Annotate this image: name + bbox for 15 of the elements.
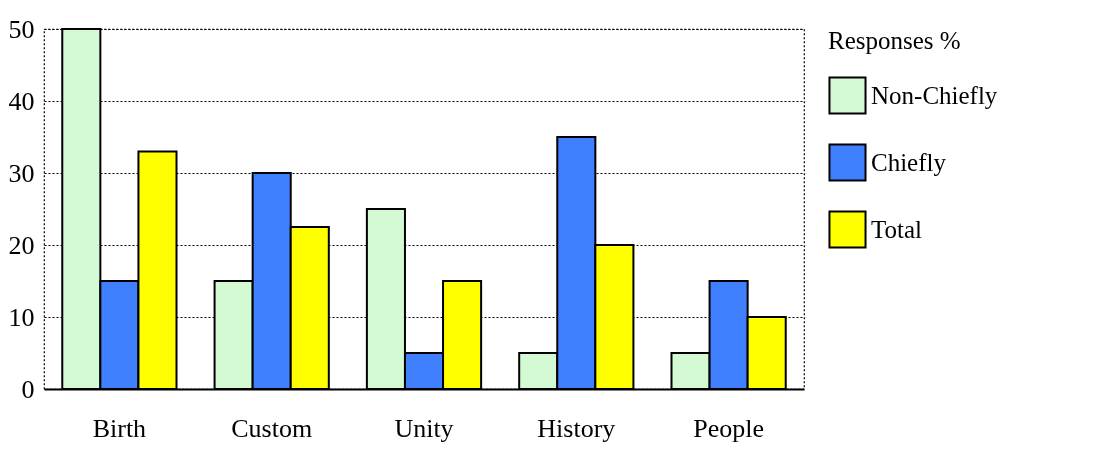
legend-label: Total bbox=[871, 215, 923, 243]
y-tick-label: 0 bbox=[21, 374, 35, 404]
x-tick-label: History bbox=[537, 413, 616, 443]
x-tick-label: People bbox=[693, 413, 764, 443]
y-tick-label: 10 bbox=[8, 302, 35, 332]
legend-title: Responses % bbox=[828, 27, 961, 54]
y-tick-label: 40 bbox=[8, 86, 35, 116]
x-tick-label: Unity bbox=[394, 413, 454, 443]
legend-label: Chiefly bbox=[871, 148, 947, 176]
x-tick-label: Custom bbox=[231, 413, 313, 443]
y-tick-label: 30 bbox=[8, 158, 35, 188]
y-tick-label: 20 bbox=[8, 230, 35, 260]
y-tick-label: 50 bbox=[8, 14, 35, 44]
legend-label: Non-Chiefly bbox=[871, 81, 998, 109]
x-tick-label: Birth bbox=[92, 413, 147, 443]
